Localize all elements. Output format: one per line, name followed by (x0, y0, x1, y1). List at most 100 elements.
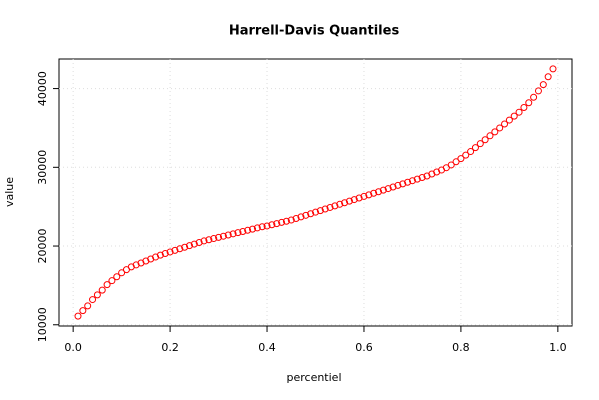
point (384, 185, 392, 193)
point (74, 312, 82, 320)
point (287, 216, 295, 224)
point (166, 248, 174, 256)
point (520, 103, 528, 111)
point (345, 197, 353, 205)
point (273, 220, 281, 228)
point (379, 186, 387, 194)
point (331, 202, 339, 210)
point (365, 191, 373, 199)
x-tick-label: 0.6 (355, 341, 373, 354)
point (195, 238, 203, 246)
point (215, 233, 223, 241)
point (336, 200, 344, 208)
x-tick-label: 0.8 (452, 341, 470, 354)
point (389, 183, 397, 191)
point (244, 226, 252, 234)
point (302, 211, 310, 219)
point (234, 229, 242, 237)
point (263, 222, 271, 230)
point (471, 144, 479, 152)
point (530, 93, 538, 101)
point (161, 250, 169, 258)
point (539, 81, 547, 89)
point (549, 65, 557, 73)
y-tick-label: 20000 (36, 229, 49, 264)
point (118, 269, 126, 277)
point (350, 196, 358, 204)
point (326, 203, 334, 211)
y-tick-label: 40000 (36, 71, 49, 106)
point (341, 199, 349, 207)
point (544, 73, 552, 81)
point (404, 178, 412, 186)
point (462, 151, 470, 159)
point (316, 207, 324, 215)
point (190, 240, 198, 248)
point (248, 225, 256, 233)
point (399, 180, 407, 188)
y-tick-label: 10000 (36, 307, 49, 342)
point (229, 230, 237, 238)
point (496, 124, 504, 132)
point (312, 208, 319, 216)
point (253, 224, 261, 232)
point (525, 99, 533, 107)
point (98, 286, 106, 294)
point (292, 214, 300, 222)
point (476, 140, 484, 148)
point (278, 218, 286, 226)
x-tick-label: 1.0 (549, 341, 567, 354)
point (467, 148, 475, 156)
point (375, 188, 383, 196)
point (79, 307, 87, 315)
point (452, 158, 460, 166)
point (505, 116, 513, 124)
point (457, 155, 465, 163)
point (486, 132, 494, 140)
point (181, 243, 189, 251)
point (103, 281, 111, 289)
point (113, 273, 121, 281)
point (370, 189, 378, 197)
point (360, 192, 368, 200)
y-axis-label: value (3, 177, 16, 207)
point (282, 217, 290, 225)
point (491, 128, 499, 136)
point (510, 112, 518, 120)
x-axis-label: percentiel (286, 371, 341, 384)
point (321, 205, 329, 213)
point (515, 108, 523, 116)
y-tick-label: 30000 (36, 150, 49, 185)
chart-title: Harrell-Davis Quantiles (229, 24, 400, 39)
point (534, 87, 542, 95)
point (418, 174, 426, 182)
point (355, 194, 363, 202)
point (224, 231, 232, 239)
plot-frame (58, 58, 573, 327)
point (171, 246, 179, 254)
point (200, 237, 208, 245)
point (89, 296, 97, 304)
point (408, 177, 416, 185)
point (176, 245, 184, 253)
point (205, 236, 213, 244)
x-tick-label: 0.0 (64, 341, 82, 354)
point (481, 136, 489, 144)
point (108, 277, 116, 285)
point (210, 235, 218, 243)
point (501, 120, 509, 128)
point (268, 221, 276, 229)
x-tick-label: 0.4 (258, 341, 276, 354)
point (394, 181, 402, 189)
x-tick-label: 0.2 (161, 341, 179, 354)
point (447, 161, 455, 169)
point (84, 302, 92, 310)
point (297, 213, 305, 221)
point (239, 227, 247, 235)
point (307, 210, 315, 218)
point (219, 232, 227, 240)
point (156, 251, 164, 259)
point (93, 291, 101, 299)
point (413, 175, 421, 183)
